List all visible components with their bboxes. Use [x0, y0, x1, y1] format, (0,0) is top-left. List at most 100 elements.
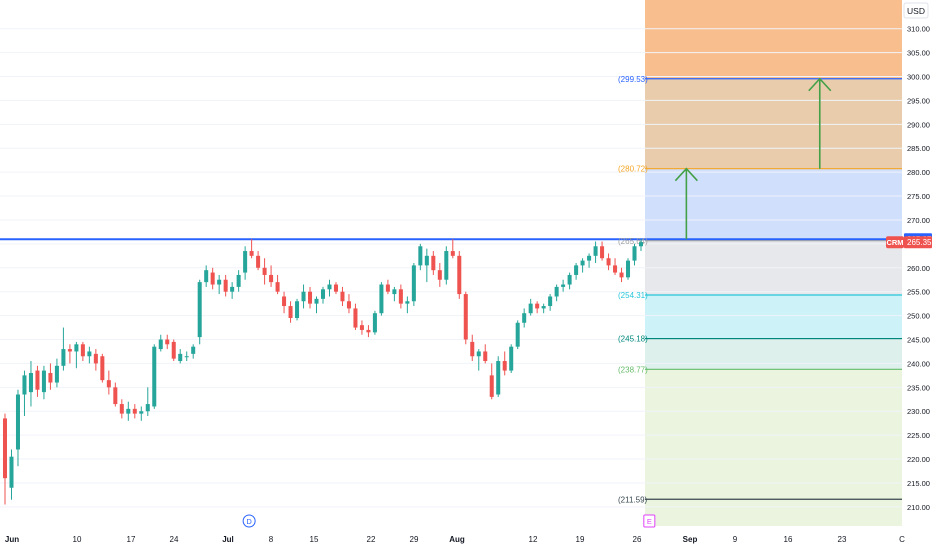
candle-body [405, 301, 410, 304]
target-arrow [674, 167, 698, 240]
candle [548, 294, 553, 311]
currency-header: USD [903, 2, 929, 19]
candle-body [424, 255, 429, 266]
event-marker[interactable]: D [242, 514, 256, 528]
candle-body [600, 246, 605, 259]
target-arrow [808, 77, 832, 169]
candle [638, 239, 644, 252]
candle [301, 284, 306, 309]
candle [502, 351, 507, 376]
candle-body [113, 387, 118, 405]
target-arrows [674, 77, 832, 240]
candle-body [67, 349, 72, 352]
candle [554, 284, 559, 302]
candle [262, 258, 267, 285]
candle-body [327, 284, 332, 290]
candle [48, 363, 53, 390]
candle [424, 248, 429, 283]
candle [587, 253, 592, 268]
candle-body [35, 370, 40, 390]
ticker-badge-bg [886, 236, 904, 249]
candle-body [359, 325, 364, 330]
candle-body [256, 255, 261, 268]
candle-body [28, 372, 33, 393]
time-tick-label: 19 [576, 535, 585, 544]
candle [184, 351, 189, 362]
arrow-head [674, 167, 698, 182]
time-tick-label: 16 [784, 535, 793, 544]
candle-body [541, 306, 546, 309]
price-tick-label: 240.00 [907, 359, 930, 368]
candle-body [346, 301, 351, 309]
candle [204, 265, 209, 287]
candle-body [15, 394, 20, 450]
candle [476, 349, 481, 371]
price-tick-label: 230.00 [907, 407, 930, 416]
candle [509, 344, 514, 373]
candle [613, 258, 618, 275]
candle [243, 246, 248, 280]
price-tick-label: 215.00 [907, 479, 930, 488]
price-tick-label: 235.00 [907, 383, 930, 392]
candle-body [217, 279, 222, 285]
zone-band [645, 0, 902, 79]
candle [463, 291, 468, 345]
candle [132, 404, 137, 419]
time-tick-label: C [899, 535, 905, 544]
candle [619, 267, 624, 283]
time-axis[interactable]: Jun 10 17 24 Jul 8 15 22 29 Aug 12 19 26 Sep 9 16 23 C [0, 526, 932, 550]
currency-box[interactable] [903, 2, 929, 19]
price-badge[interactable]: CRM 265.35 [886, 236, 932, 249]
zone-band [645, 369, 902, 526]
price-axis[interactable]: 210.00 215.00 220.00 225.00 230.00 235.00 240.… [886, 0, 932, 550]
candle-body [152, 346, 157, 407]
candle [437, 263, 442, 287]
time-tick-label: 29 [410, 535, 419, 544]
candle [275, 274, 280, 295]
candle-body [61, 349, 66, 366]
candle-body [463, 294, 468, 340]
candle-body [295, 301, 300, 318]
candle-body [288, 306, 293, 318]
price-tick-label: 245.00 [907, 336, 930, 345]
candle-body [2, 418, 8, 479]
zone-band [645, 294, 902, 339]
candle [496, 356, 501, 397]
candle [411, 263, 416, 307]
price-tick-label: 255.00 [907, 288, 930, 297]
candle [256, 251, 261, 271]
candle [119, 399, 124, 419]
level-label: (265.64) [618, 237, 648, 246]
event-marker[interactable]: E [643, 514, 656, 528]
candle-body [210, 272, 215, 285]
candle-body [437, 270, 442, 280]
candle [593, 241, 598, 263]
candle-body [178, 353, 183, 362]
candle-body [379, 284, 384, 314]
candle [489, 363, 494, 400]
candle-body [385, 284, 390, 292]
candle-body [74, 344, 79, 352]
price-tick-label: 280.00 [907, 168, 930, 177]
time-tick-label: Jul [222, 535, 234, 544]
price-tick-label: 270.00 [907, 216, 930, 225]
time-tick-label: 15 [310, 535, 319, 544]
candle [580, 258, 585, 273]
candle-body [392, 289, 397, 295]
candle [236, 270, 241, 292]
candle [353, 303, 358, 330]
candle [191, 344, 196, 359]
price-axis-bg [902, 0, 932, 550]
candle [333, 282, 338, 295]
price-badge-bg [904, 236, 932, 249]
candle-body [515, 322, 520, 347]
time-tick-label: 26 [633, 535, 642, 544]
price-tick-label: 225.00 [907, 431, 930, 440]
candle-body [450, 251, 455, 256]
candle [9, 449, 14, 500]
candle-body [548, 296, 553, 307]
price-tick-label: 300.00 [907, 73, 930, 82]
candle [100, 353, 105, 383]
